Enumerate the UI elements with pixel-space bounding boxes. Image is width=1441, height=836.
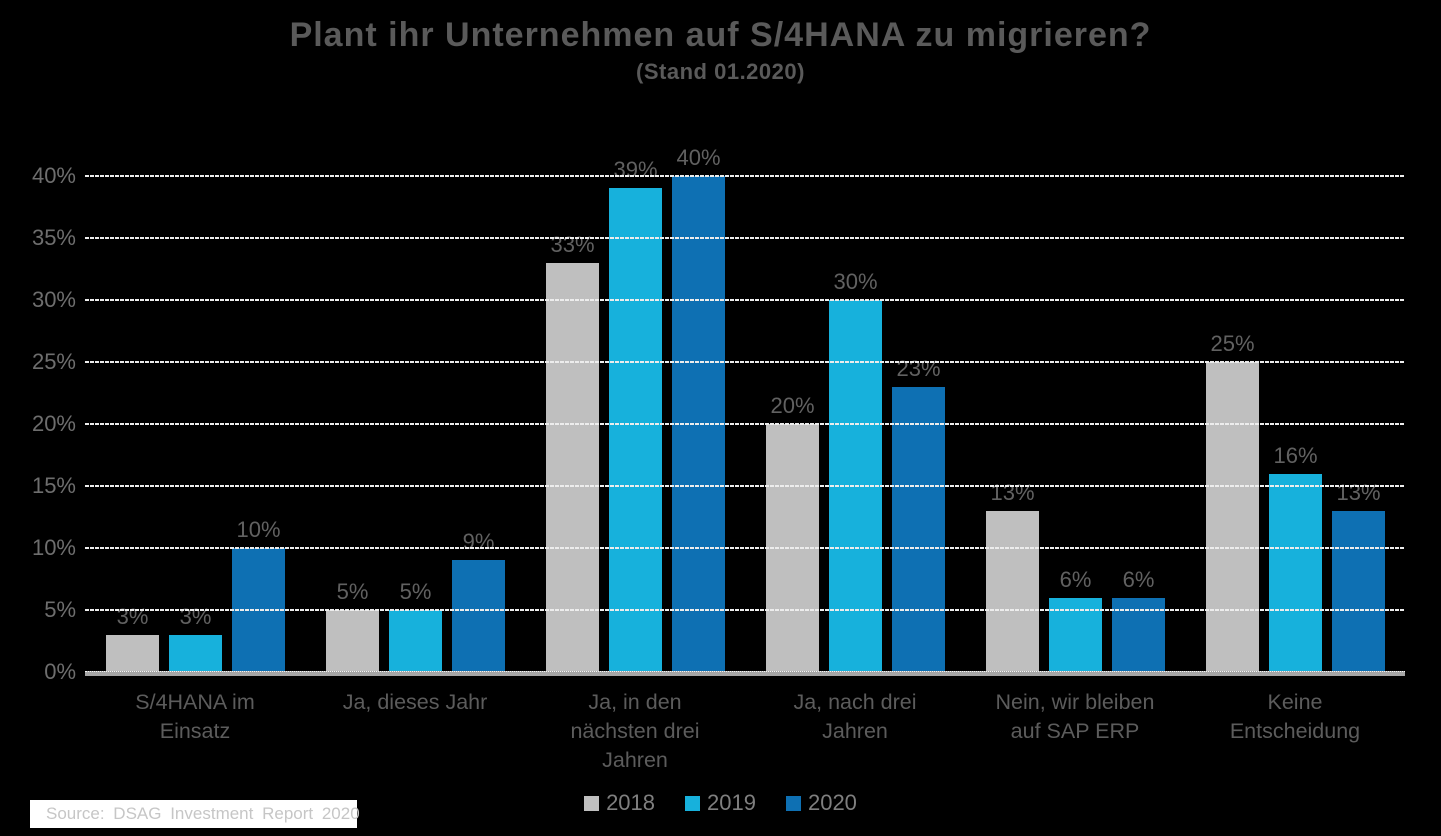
gridline-5% [85,609,1405,611]
legend-item-2019: 2019 [685,790,756,816]
legend-label-2018: 2018 [606,790,656,815]
data-label-2018-category-2: 5% [336,579,369,604]
data-label-2020-category-4: 23% [896,356,941,381]
legend-label-2019: 2019 [707,790,756,815]
plot-area: 3% 3% 10% 5% 5% 9% 33% 39% 40% 20% 30% 23% 13% 6% 6% 25… [85,145,1405,676]
data-label-2019-category-3: 39% [613,157,658,182]
y-tick-5%: 5% [44,597,76,622]
legend-swatch-2019 [685,795,701,811]
data-label-2019-category-2: 5% [399,579,432,604]
gridline-35% [85,237,1405,239]
y-tick-35%: 35% [31,225,76,250]
category-label-6: Keine Entscheidung [1229,690,1361,743]
category-label-3: Ja, in den nächsten drei Jahren [570,690,700,772]
gridline-20% [85,423,1405,425]
data-label-2020-category-2: 9% [462,529,495,554]
bar-2019-category-2 [389,610,442,672]
gridline-30% [85,299,1405,301]
gridline-40% [85,175,1405,177]
category-label-2: Ja, dieses Jahr [342,690,488,714]
gridline-25% [85,361,1405,363]
bar-2020-category-2 [452,560,505,672]
category-label-5: Nein, wir bleiben auf SAP ERP [995,690,1155,743]
category-label-4: Ja, nach drei Jahren [793,690,917,743]
legend-item-2018: 2018 [584,790,655,816]
chart-subtitle: (Stand 01.2020) [636,59,805,84]
data-label-2019-category-4: 30% [833,269,878,294]
legend-swatch-2018 [584,795,600,811]
data-label-2020-category-1: 10% [236,517,281,542]
bar-2018-category-3 [546,263,599,672]
bar-2019-category-6 [1269,474,1322,672]
bar-2020-category-6 [1332,511,1385,672]
source-box: Source: DSAG Investment Report 2020 [30,800,360,828]
y-tick-15%: 15% [31,473,76,498]
gridline-10% [85,547,1405,549]
y-axis: 0% 5% 10% 15% 20% 25% 30% 35% 40% [0,163,76,684]
y-tick-40%: 40% [31,163,76,188]
bar-2018-category-2 [326,610,379,672]
data-label-2020-category-6: 13% [1336,480,1381,505]
data-label-2019-category-5: 6% [1059,567,1092,592]
legend-item-2020: 2020 [785,790,857,816]
y-tick-25%: 25% [31,349,76,374]
bar-2019-category-1 [169,635,222,672]
data-label-2019-category-1: 3% [179,604,212,629]
x-axis-line [85,671,1405,676]
data-label-2020-category-3: 40% [676,145,721,170]
data-label-2018-category-4: 20% [770,393,815,418]
bar-2020-category-4 [892,387,945,672]
chart-title: Plant ihr Unternehmen auf S/4HANA zu mig… [289,16,1152,54]
y-tick-0%: 0% [44,659,76,684]
data-label-2018-category-3: 33% [550,232,595,257]
data-label-2018-category-6: 25% [1210,331,1255,356]
y-tick-10%: 10% [31,535,76,560]
y-tick-30%: 30% [31,287,76,312]
data-label-2020-category-5: 6% [1122,567,1155,592]
category-label-1: S/4HANA im Einsatz [135,690,255,743]
bar-2018-category-6 [1206,362,1259,672]
chart-header: Plant ihr Unternehmen auf S/4HANA zu mig… [0,16,1441,85]
legend: 2018 2019 2020 [0,790,1441,816]
legend-swatch-2020 [785,795,801,811]
bar-2018-category-1 [106,635,159,672]
data-label-2018-category-1: 3% [116,604,149,629]
bar-2019-category-3 [609,188,662,672]
gridline-15% [85,485,1405,487]
x-axis-labels: S/4HANA im Einsatz Ja, dieses Jahr Ja, in … [85,688,1405,788]
y-tick-20%: 20% [31,411,76,436]
source-text: Source: DSAG Investment Report 2020 [46,804,360,823]
data-label-2018-category-5: 13% [990,480,1035,505]
bar-2018-category-5 [986,511,1039,672]
legend-label-2020: 2020 [807,790,857,815]
data-label-2019-category-6: 16% [1273,443,1318,468]
